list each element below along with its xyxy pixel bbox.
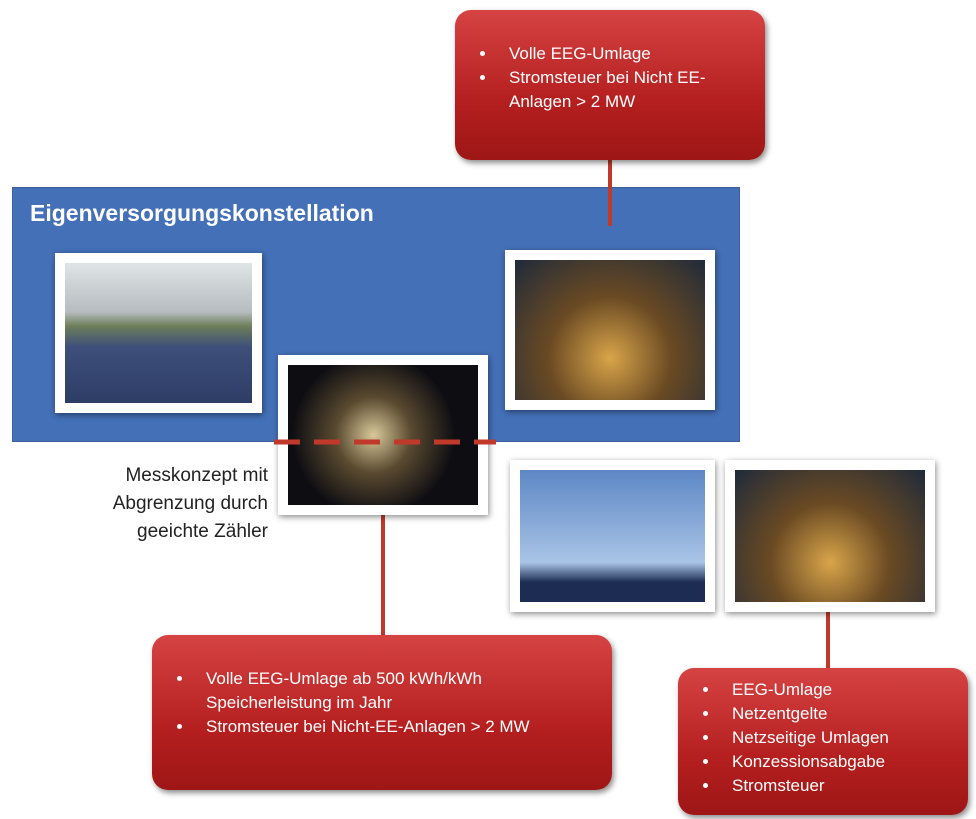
title: Eigenversorgungskonstellation	[30, 200, 374, 227]
page: Eigenversorgungskonstellation Messkonzep…	[0, 0, 976, 819]
factory-photo	[725, 460, 935, 612]
battery-photo	[278, 355, 488, 515]
note-line: Abgrenzung durch	[60, 490, 268, 518]
callout-item: Volle EEG-Umlage	[497, 42, 737, 66]
callout-item: Konzessionsabgabe	[720, 750, 968, 774]
powerline-photo	[510, 460, 715, 612]
callout-item: Netzseitige Umlagen	[720, 726, 968, 750]
callout: Volle EEG-Umlage ab 500 kWh/kWh Speicher…	[152, 635, 612, 790]
note-line: geeichte Zähler	[60, 518, 268, 546]
callout-item: Volle EEG-Umlage ab 500 kWh/kWh Speicher…	[194, 667, 584, 715]
callout: Volle EEG-Umlage Stromsteuer bei Nicht E…	[455, 10, 765, 160]
callout-item: Stromsteuer bei Nicht EE-Anlagen > 2 MW	[497, 66, 737, 114]
callout-item: Netzentgelte	[720, 702, 968, 726]
measurement-note: Messkonzept mit Abgrenzung durch geeicht…	[60, 462, 268, 546]
factory-photo	[505, 250, 715, 410]
callout-item: EEG-Umlage	[720, 678, 968, 702]
connector	[608, 158, 612, 226]
connector	[826, 610, 830, 670]
solar-photo	[55, 253, 262, 413]
callout-item: Stromsteuer bei Nicht-EE-Anlagen > 2 MW	[194, 715, 584, 739]
callout-item: Stromsteuer	[720, 774, 968, 798]
callout: EEG-Umlage Netzentgelte Netzseitige Umla…	[678, 668, 968, 815]
connector	[381, 512, 385, 637]
meter-boundary	[270, 436, 500, 448]
note-line: Messkonzept mit	[60, 462, 268, 490]
